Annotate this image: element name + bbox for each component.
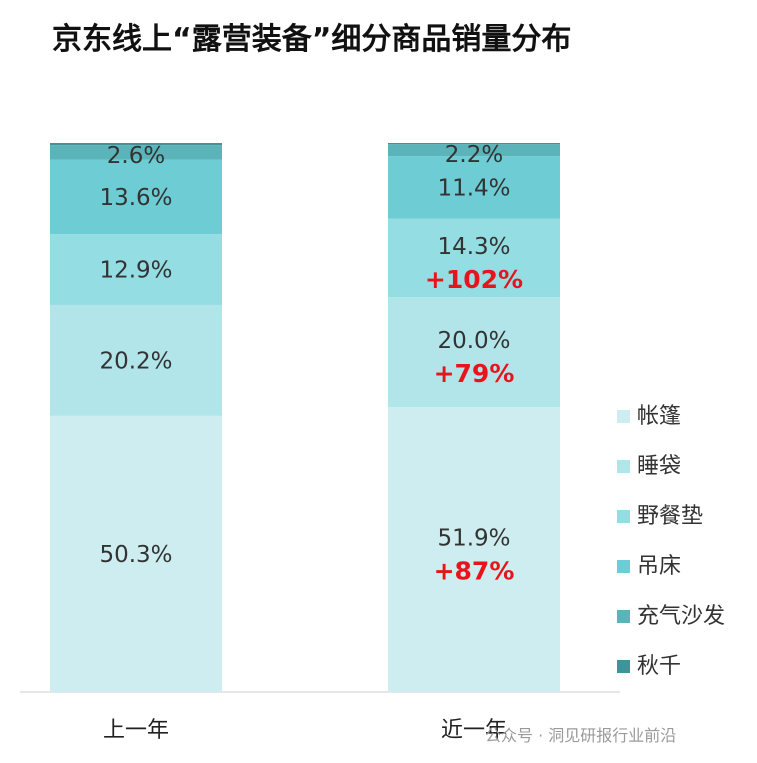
bar-segment-series-5-cat-0 [50, 143, 222, 146]
data-label: 12.9% [99, 258, 172, 284]
x-tick-label: 近一年 [441, 718, 507, 743]
legend-swatch [617, 410, 630, 423]
legend-label: 充气沙发 [637, 604, 725, 629]
bar-segment-series-2-cat-1 [388, 218, 560, 298]
data-label: 14.3% [437, 234, 510, 260]
labels-group: 50.3% 20.2% 12.9% 13.6% 2.6% 51.9% +87% 20.0% +7… [99, 142, 523, 585]
legend-label: 帐篷 [637, 404, 681, 429]
legend-label: 睡袋 [637, 454, 681, 479]
legend-swatch [617, 560, 630, 573]
bar-segment-series-1-cat-1 [388, 297, 560, 408]
bar-segment-series-5-cat-1 [388, 143, 560, 145]
data-label: 13.6% [99, 185, 172, 211]
legend-label: 秋千 [637, 654, 681, 679]
data-label: 11.4% [437, 175, 510, 201]
legend-swatch [617, 510, 630, 523]
data-label: 51.9% [437, 526, 510, 552]
legend-swatch [617, 460, 630, 473]
legend-swatch [617, 660, 630, 673]
growth-label: +87% [434, 557, 515, 586]
data-label: 50.3% [99, 542, 172, 568]
data-label: 20.2% [99, 348, 172, 374]
x-tick-label: 上一年 [103, 718, 169, 743]
data-label: 20.0% [437, 328, 510, 354]
growth-label: +102% [425, 265, 523, 294]
watermark-footer: 公众号 · 洞见研报行业前沿 [485, 726, 677, 745]
chart-title: 京东线上“露营装备”细分商品销量分布 [52, 22, 572, 57]
bar-segment-series-0-cat-0 [50, 415, 222, 692]
legend-label: 野餐垫 [637, 504, 703, 529]
bar-segment-series-3-cat-0 [50, 159, 222, 235]
x-labels-group: 上一年 近一年 [103, 718, 507, 743]
legend-label: 吊床 [637, 554, 681, 579]
data-label: 2.6% [107, 143, 165, 169]
bar-segment-series-3-cat-1 [388, 156, 560, 219]
bar-segment-series-0-cat-1 [388, 407, 560, 692]
bar-segment-series-1-cat-0 [50, 304, 222, 416]
bars-group [50, 143, 560, 692]
legend-swatch [617, 610, 630, 623]
growth-label: +79% [434, 359, 515, 388]
bar-segment-series-4-cat-1 [388, 144, 560, 157]
bar-segment-series-4-cat-0 [50, 145, 222, 160]
bar-segment-series-2-cat-0 [50, 234, 222, 305]
data-label: 2.2% [445, 142, 503, 168]
